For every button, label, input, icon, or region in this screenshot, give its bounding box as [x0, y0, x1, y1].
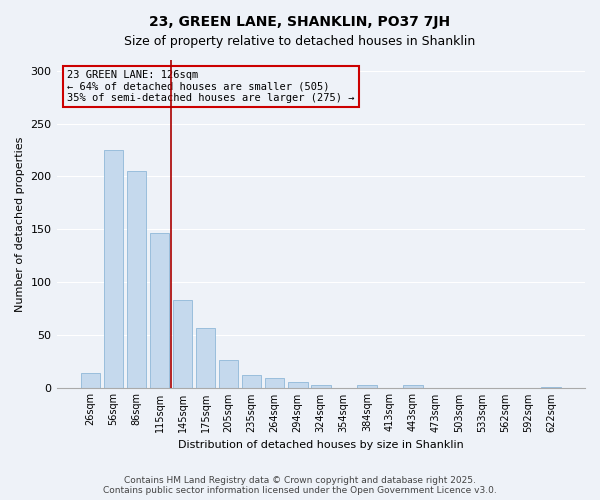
Text: Size of property relative to detached houses in Shanklin: Size of property relative to detached ho…	[124, 35, 476, 48]
Text: 23 GREEN LANE: 126sqm
← 64% of detached houses are smaller (505)
35% of semi-det: 23 GREEN LANE: 126sqm ← 64% of detached …	[67, 70, 355, 103]
Bar	[173, 300, 193, 388]
Bar	[288, 382, 308, 388]
Y-axis label: Number of detached properties: Number of detached properties	[15, 136, 25, 312]
X-axis label: Distribution of detached houses by size in Shanklin: Distribution of detached houses by size …	[178, 440, 464, 450]
Bar	[80, 374, 100, 388]
Bar	[265, 378, 284, 388]
Bar	[104, 150, 123, 388]
Bar	[242, 376, 262, 388]
Bar	[357, 385, 377, 388]
Bar	[219, 360, 238, 388]
Bar	[403, 385, 423, 388]
Bar	[149, 232, 169, 388]
Bar	[127, 171, 146, 388]
Bar	[311, 385, 331, 388]
Text: 23, GREEN LANE, SHANKLIN, PO37 7JH: 23, GREEN LANE, SHANKLIN, PO37 7JH	[149, 15, 451, 29]
Text: Contains HM Land Registry data © Crown copyright and database right 2025.
Contai: Contains HM Land Registry data © Crown c…	[103, 476, 497, 495]
Bar	[541, 387, 561, 388]
Bar	[196, 328, 215, 388]
